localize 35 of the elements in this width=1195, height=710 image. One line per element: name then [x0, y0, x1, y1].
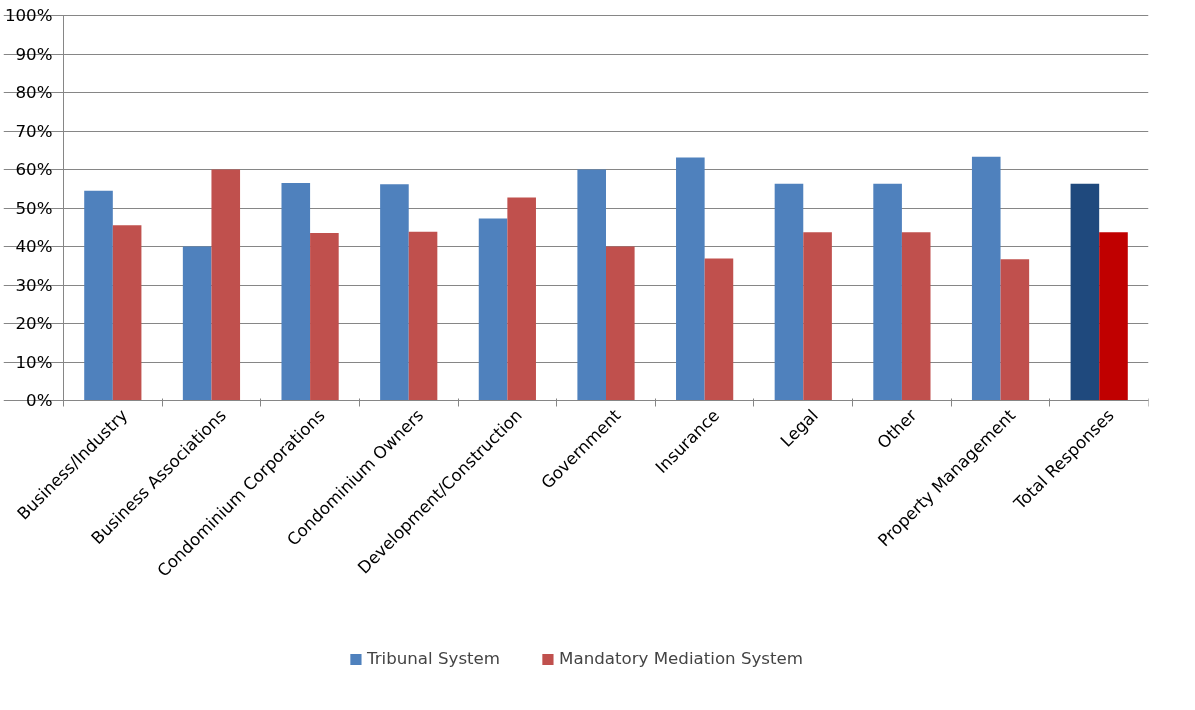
bar: [774, 183, 804, 401]
bar: [676, 157, 705, 401]
y-tick-label: 20%: [15, 314, 53, 333]
y-tick-label: 70%: [15, 121, 53, 141]
bar: [182, 246, 212, 401]
bar: [84, 190, 113, 401]
bar: [1099, 232, 1128, 401]
y-tick-label: 60%: [15, 160, 53, 179]
y-tick-label: 100%: [4, 6, 53, 25]
y-tick-label: 30%: [15, 275, 53, 295]
bar: [901, 232, 931, 401]
bar: [281, 182, 311, 401]
bar: [1000, 259, 1030, 401]
y-tick-label: 50%: [15, 198, 53, 218]
bar: [408, 231, 438, 401]
y-tick-label: 10%: [15, 352, 53, 372]
bar: [507, 197, 536, 401]
y-tick-label: 40%: [15, 237, 53, 256]
y-tick-label: 0%: [26, 391, 53, 410]
bar: [380, 184, 409, 401]
legend-label: Mandatory Mediation System: [559, 649, 804, 668]
y-tick-label: 90%: [15, 44, 53, 64]
bar: [478, 218, 508, 401]
bar: [803, 232, 832, 401]
bar: [971, 156, 1001, 401]
legend-label: Tribunal System: [366, 649, 501, 668]
bar: [211, 169, 241, 401]
bar: [112, 225, 142, 401]
bar: [873, 183, 902, 401]
bar: [1070, 183, 1100, 401]
bar: [310, 233, 339, 401]
bar: [704, 258, 734, 401]
bar: [606, 246, 635, 401]
bar: [577, 169, 606, 401]
y-tick-label: 80%: [15, 83, 53, 102]
